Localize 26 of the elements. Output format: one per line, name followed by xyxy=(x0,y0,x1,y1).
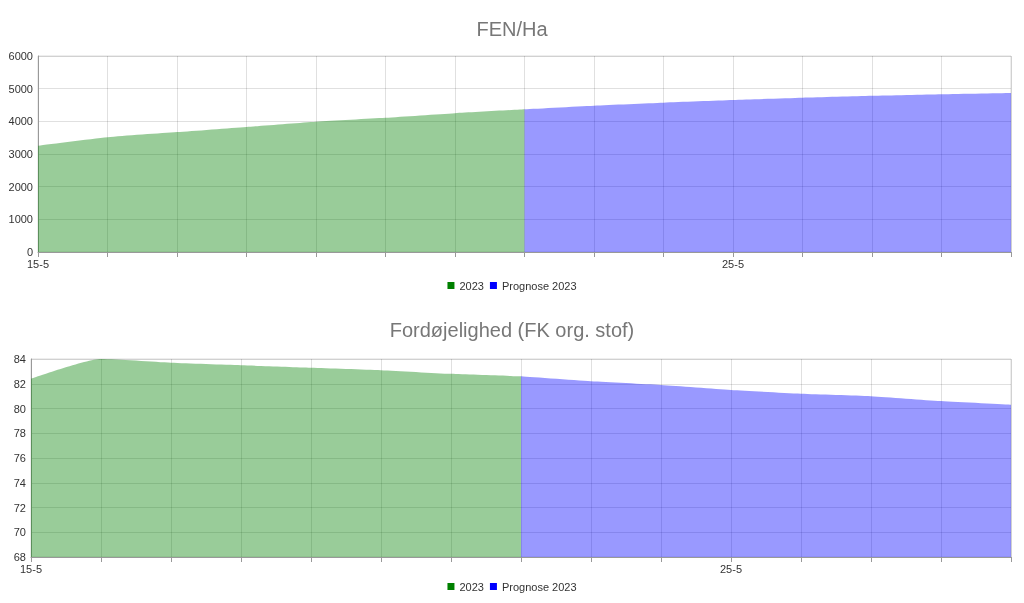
y-tick-label: 4000 xyxy=(8,115,33,128)
y-tick-label: 76 xyxy=(13,452,26,464)
legend-label: 2023 xyxy=(459,580,484,593)
x-tick-label: 25-5 xyxy=(721,257,745,270)
y-tick-label: 80 xyxy=(13,402,26,415)
y-tick-label: 82 xyxy=(13,377,26,390)
y-tick-label: 84 xyxy=(13,353,26,365)
y-tick-label: 2000 xyxy=(8,180,33,193)
y-tick-label: 0 xyxy=(26,246,33,258)
chart-title: FEN/Ha xyxy=(476,18,549,40)
legend-label: 2023 xyxy=(459,279,484,292)
x-tick-label: 15-5 xyxy=(26,257,50,270)
y-tick-label: 5000 xyxy=(8,82,33,95)
legend-label: Prognose 2023 xyxy=(501,279,577,292)
x-tick-label: 25-5 xyxy=(719,562,743,575)
y-tick-label: 3000 xyxy=(8,148,33,160)
y-tick-label: 78 xyxy=(13,427,26,440)
y-tick-label: 1000 xyxy=(8,213,33,226)
y-tick-label: 74 xyxy=(13,476,26,489)
chart-title: Fordøjelighed (FK org. stof) xyxy=(389,319,635,341)
legend-label: Prognose 2023 xyxy=(501,580,577,593)
y-tick-label: 6000 xyxy=(8,50,33,62)
y-tick-label: 72 xyxy=(13,501,26,514)
x-tick-label: 15-5 xyxy=(19,562,43,575)
y-tick-label: 68 xyxy=(13,551,26,563)
y-tick-label: 70 xyxy=(13,526,26,539)
